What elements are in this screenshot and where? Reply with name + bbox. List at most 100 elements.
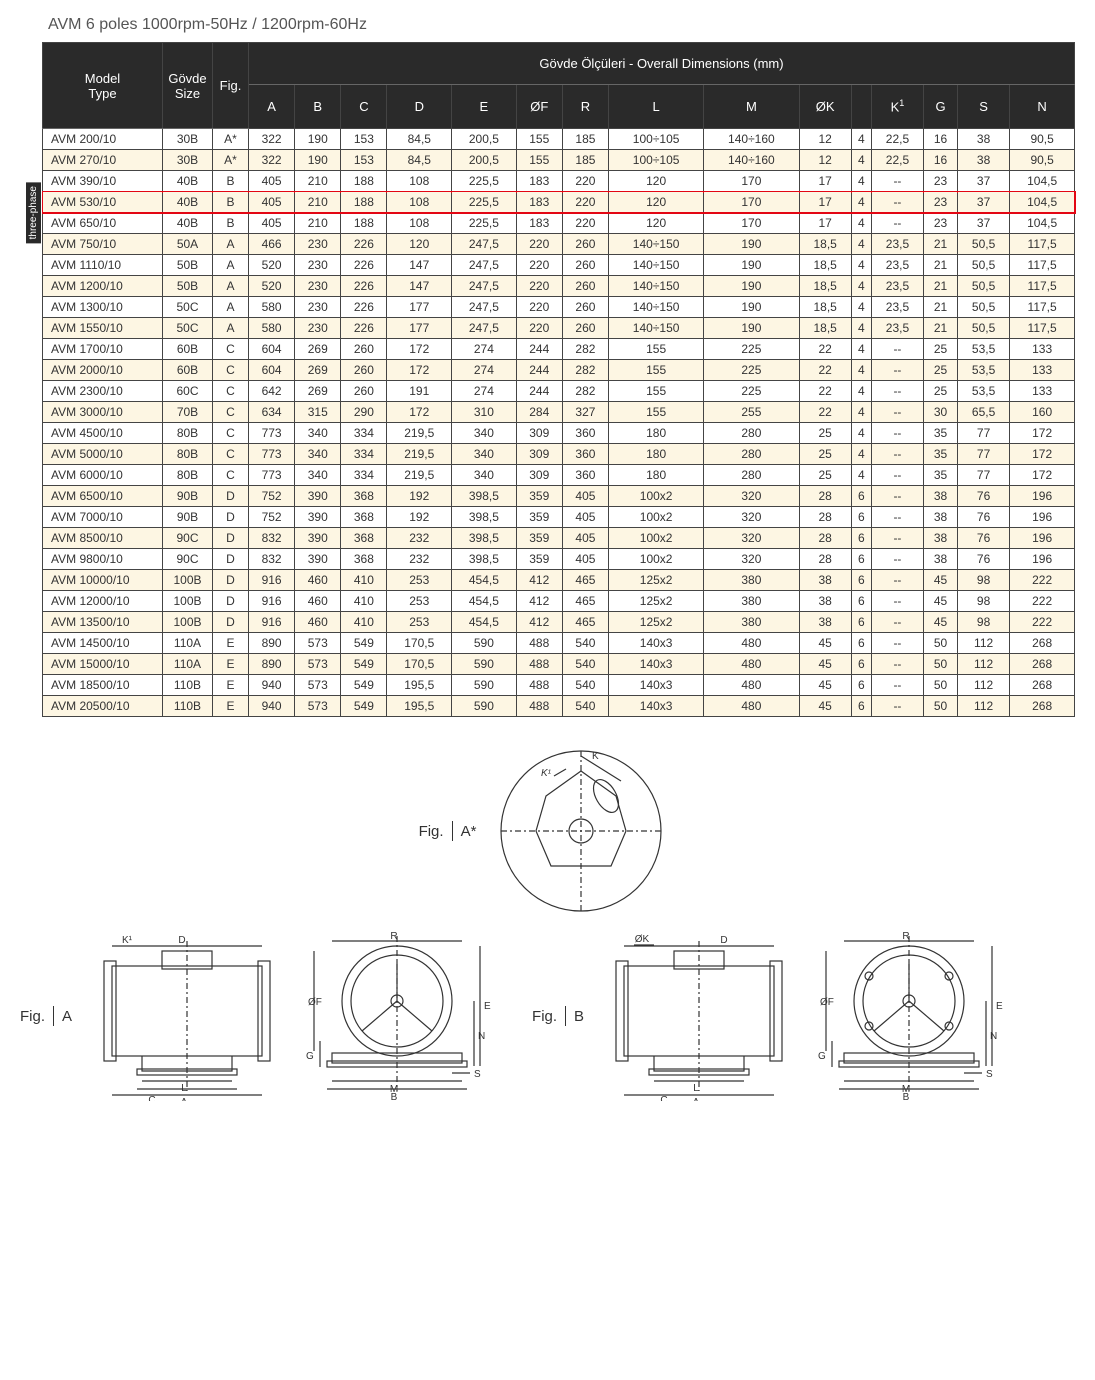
cell-model: AVM 200/10 [43, 129, 163, 150]
hdr-col-11: K1 [871, 85, 923, 129]
cell-K1: -- [871, 507, 923, 528]
cell-OKn: 6 [851, 612, 871, 633]
hdr-col-7: L [609, 85, 704, 129]
hdr-col-13: S [957, 85, 1009, 129]
cell-model: AVM 14500/10 [43, 633, 163, 654]
cell-E: 225,5 [452, 192, 517, 213]
cell-OKn: 6 [851, 549, 871, 570]
cell-S: 37 [957, 171, 1009, 192]
cell-G: 50 [924, 696, 958, 717]
cell-M: 480 [704, 675, 799, 696]
svg-text:S: S [474, 1069, 481, 1080]
cell-G: 45 [924, 570, 958, 591]
cell-K1: 22,5 [871, 129, 923, 150]
cell-S: 50,5 [957, 297, 1009, 318]
cell-B: 573 [295, 654, 341, 675]
cell-OKn: 4 [851, 213, 871, 234]
cell-A: 634 [249, 402, 295, 423]
cell-E: 454,5 [452, 591, 517, 612]
cell-S: 98 [957, 591, 1009, 612]
cell-E: 200,5 [452, 129, 517, 150]
cell-R: 540 [562, 675, 608, 696]
cell-C: 153 [341, 150, 387, 171]
cell-L: 100÷105 [609, 129, 704, 150]
cell-R: 185 [562, 150, 608, 171]
cell-OKn: 6 [851, 675, 871, 696]
table-row: AVM 12000/10100BD916460410253454,5412465… [43, 591, 1075, 612]
cell-C: 153 [341, 129, 387, 150]
cell-A: 832 [249, 528, 295, 549]
cell-G: 50 [924, 675, 958, 696]
cell-K1: -- [871, 654, 923, 675]
cell-G: 35 [924, 423, 958, 444]
table-row: AVM 6000/1080BC773340334219,534030936018… [43, 465, 1075, 486]
svg-text:G: G [306, 1051, 314, 1062]
cell-N: 222 [1010, 591, 1075, 612]
table-row: AVM 1200/1050BA520230226147247,522026014… [43, 276, 1075, 297]
hdr-col-9: ØK [799, 85, 851, 129]
cell-G: 16 [924, 129, 958, 150]
cell-K1: 23,5 [871, 234, 923, 255]
cell-OK: 45 [799, 675, 851, 696]
cell-C: 188 [341, 171, 387, 192]
cell-OKn: 4 [851, 255, 871, 276]
cell-K1: -- [871, 192, 923, 213]
cell-OF: 244 [516, 360, 562, 381]
cell-A: 520 [249, 255, 295, 276]
cell-fig: C [213, 444, 249, 465]
cell-OF: 488 [516, 654, 562, 675]
cell-OK: 38 [799, 570, 851, 591]
cell-K1: 23,5 [871, 297, 923, 318]
cell-model: AVM 20500/10 [43, 696, 163, 717]
cell-D: 253 [387, 570, 452, 591]
cell-fig: E [213, 675, 249, 696]
cell-L: 120 [609, 192, 704, 213]
cell-A: 940 [249, 675, 295, 696]
cell-S: 77 [957, 444, 1009, 465]
cell-S: 112 [957, 675, 1009, 696]
cell-A: 322 [249, 129, 295, 150]
svg-text:ØF: ØF [308, 997, 322, 1008]
cell-OKn: 4 [851, 192, 871, 213]
cell-fig: C [213, 465, 249, 486]
page-title: AVM 6 poles 1000rpm-50Hz / 1200rpm-60Hz [48, 16, 1075, 34]
cell-K1: -- [871, 612, 923, 633]
cell-B: 340 [295, 444, 341, 465]
cell-OK: 45 [799, 654, 851, 675]
fig-astar-label: Fig.A* [419, 821, 477, 841]
hdr-size: Gövde Size [163, 43, 213, 129]
hdr-col-14: N [1010, 85, 1075, 129]
cell-A: 940 [249, 696, 295, 717]
cell-model: AVM 13500/10 [43, 612, 163, 633]
fig-b-side: ØK D L A C [594, 931, 804, 1101]
cell-G: 50 [924, 654, 958, 675]
cell-E: 398,5 [452, 486, 517, 507]
cell-fig: C [213, 423, 249, 444]
cell-D: 172 [387, 402, 452, 423]
cell-D: 219,5 [387, 465, 452, 486]
cell-OF: 220 [516, 234, 562, 255]
cell-size: 90B [163, 507, 213, 528]
cell-OK: 17 [799, 171, 851, 192]
cell-C: 549 [341, 633, 387, 654]
cell-OKn: 6 [851, 696, 871, 717]
cell-L: 120 [609, 171, 704, 192]
svg-text:R: R [390, 931, 397, 942]
cell-OKn: 4 [851, 318, 871, 339]
cell-R: 260 [562, 234, 608, 255]
cell-S: 50,5 [957, 318, 1009, 339]
cell-D: 84,5 [387, 150, 452, 171]
cell-M: 225 [704, 360, 799, 381]
cell-fig: B [213, 192, 249, 213]
hdr-overall: Gövde Ölçüleri - Overall Dimensions (mm) [249, 43, 1075, 85]
cell-K1: -- [871, 675, 923, 696]
cell-N: 117,5 [1010, 297, 1075, 318]
table-header: Model Type Gövde Size Fig. Gövde Ölçüler… [43, 43, 1075, 129]
table-row: AVM 750/1050AA466230226120247,5220260140… [43, 234, 1075, 255]
cell-C: 226 [341, 297, 387, 318]
cell-fig: C [213, 381, 249, 402]
cell-C: 188 [341, 213, 387, 234]
cell-L: 100x2 [609, 528, 704, 549]
cell-fig: D [213, 486, 249, 507]
cell-OK: 18,5 [799, 234, 851, 255]
